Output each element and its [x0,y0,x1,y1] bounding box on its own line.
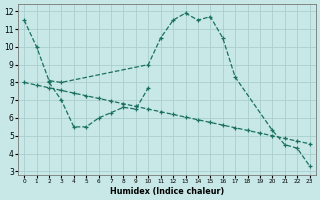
X-axis label: Humidex (Indice chaleur): Humidex (Indice chaleur) [110,187,224,196]
